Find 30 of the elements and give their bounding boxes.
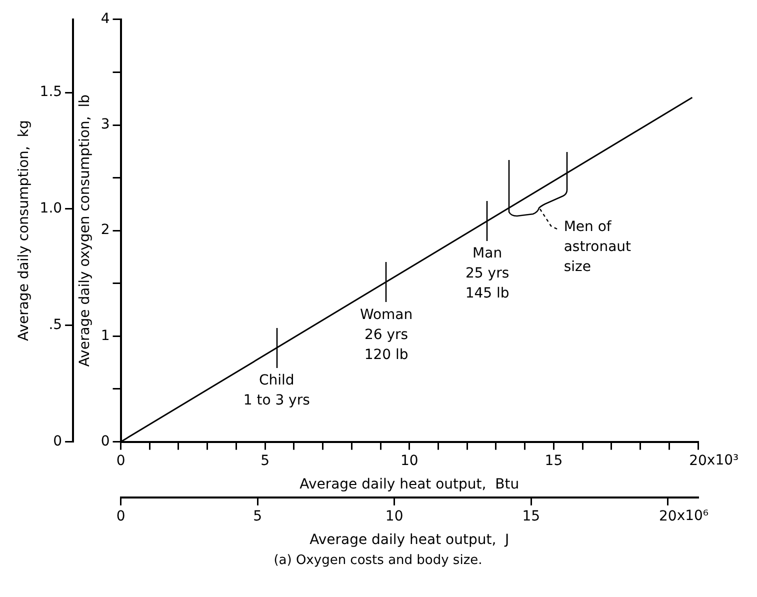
x2-tick-label: 10 <box>385 508 404 524</box>
y-axis-title: Average daily oxygen consumption, lb <box>77 94 94 367</box>
y-tick-label: 3 <box>100 116 110 133</box>
y2-axis-title: Average daily consumption, kg <box>16 120 32 342</box>
x2-tick-label: 0 <box>116 508 126 524</box>
y2-tick-label: 1.5 <box>40 84 62 100</box>
x2-tick-label: 20 <box>658 508 677 524</box>
x2-tick-label: 15 <box>522 508 540 524</box>
y-tick-label: 1 <box>100 328 110 344</box>
y-tick-label: 4 <box>100 11 110 28</box>
x-tick-label: 15 <box>544 452 563 469</box>
text: (a) Oxygen costs and body size. <box>272 553 484 568</box>
x2-tick-label: 5 <box>253 508 262 524</box>
y-tick-label: 0 <box>100 433 110 450</box>
annotation: Child 1 to 3 yrs <box>243 372 310 408</box>
y2-tick-label: 1.0 <box>40 200 62 217</box>
x-tick-label: 5 <box>260 452 270 469</box>
x2-axis-title: Average daily heat output, J <box>310 532 510 548</box>
annotation: Man 25 yrs 145 lb <box>465 246 510 302</box>
annotation: Woman 26 yrs 120 lb <box>360 306 413 363</box>
y2-tick-label: 0 <box>53 433 62 450</box>
annotation: Men of astronaut size <box>564 219 632 276</box>
x-tick-label: 10 <box>400 452 418 469</box>
y-tick-label: 2 <box>100 222 110 238</box>
y2-tick-label: .5 <box>48 317 62 334</box>
text: x10⁶ <box>676 508 709 524</box>
x-axis-title: Average daily heat output, Btu <box>300 476 520 493</box>
x-tick-label: 0 <box>116 452 126 469</box>
x-tick-label: 20 <box>689 452 707 469</box>
text: x10³ <box>706 452 739 468</box>
